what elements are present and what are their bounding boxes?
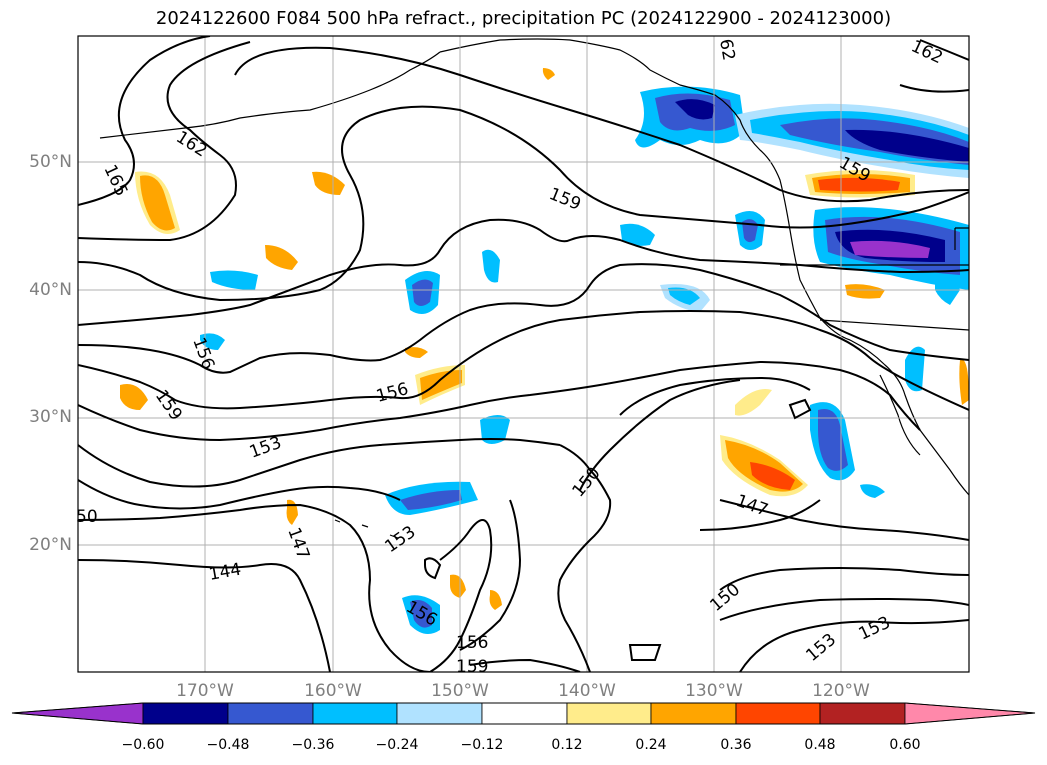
contour-label: 159 (151, 386, 186, 424)
colorbar-segment (227, 702, 314, 725)
colorbar-segment (396, 702, 483, 725)
colorbar-tick: 0.24 (635, 737, 667, 753)
colorbar-tick: −0.48 (206, 737, 250, 753)
contour-label: 165 (99, 162, 131, 200)
colorbar-tick: 0.48 (804, 737, 836, 753)
map-title: 2024122600 F084 500 hPa refract., precip… (155, 8, 892, 29)
contour-label: 159 (456, 657, 488, 677)
colorbar-tick: −0.12 (460, 737, 504, 753)
height-contours (78, 36, 969, 672)
contour-label: 159 (546, 184, 584, 215)
colorbar-segment (650, 702, 737, 725)
contour-label: 153 (856, 613, 894, 645)
lon-label: 160°W (304, 681, 362, 701)
colorbar-segment (312, 702, 398, 725)
colorbar-tick: −0.36 (291, 737, 335, 753)
contour-label: 62 (715, 37, 738, 62)
lat-label: 30°N (29, 407, 72, 427)
contour-label: 147 (733, 491, 770, 521)
colorbar (11, 702, 1036, 725)
lat-label: 40°N (29, 280, 72, 300)
colorbar-segment (904, 702, 1036, 725)
contour-label: 50 (76, 507, 98, 527)
contour-label: 147 (283, 525, 313, 562)
colorbar-segment (735, 702, 821, 725)
lon-label: 140°W (558, 681, 616, 701)
lon-label: 150°W (431, 681, 489, 701)
map-frame (77, 35, 970, 673)
colorbar-segment (11, 702, 144, 725)
colorbar-segment (142, 702, 229, 725)
lon-label: 130°W (685, 681, 743, 701)
precip-shading (120, 68, 969, 634)
contour-label: 153 (381, 522, 419, 557)
contour-label: 150 (569, 463, 605, 501)
contour-label: 156 (456, 633, 488, 653)
lat-label: 50°N (29, 152, 72, 172)
lat-label: 20°N (29, 535, 72, 555)
contour-label: 153 (802, 630, 840, 666)
colorbar-tick: −0.60 (121, 737, 165, 753)
lon-label: 170°W (176, 681, 234, 701)
colorbar-tick: −0.24 (375, 737, 419, 753)
contour-label: 162 (908, 36, 946, 68)
colorbar-tick: 0.36 (720, 737, 752, 753)
contour-label: 150 (706, 580, 744, 616)
colorbar-segment (481, 702, 568, 725)
colorbar-segment (819, 702, 906, 725)
contour-label: 156 (374, 379, 411, 407)
contour-label: 144 (207, 560, 242, 585)
colorbar-segment (566, 702, 652, 725)
colorbar-tick: 0.12 (551, 737, 583, 753)
lon-label: 120°W (812, 681, 870, 701)
coastlines (99, 38, 969, 539)
colorbar-tick: 0.60 (889, 737, 921, 753)
